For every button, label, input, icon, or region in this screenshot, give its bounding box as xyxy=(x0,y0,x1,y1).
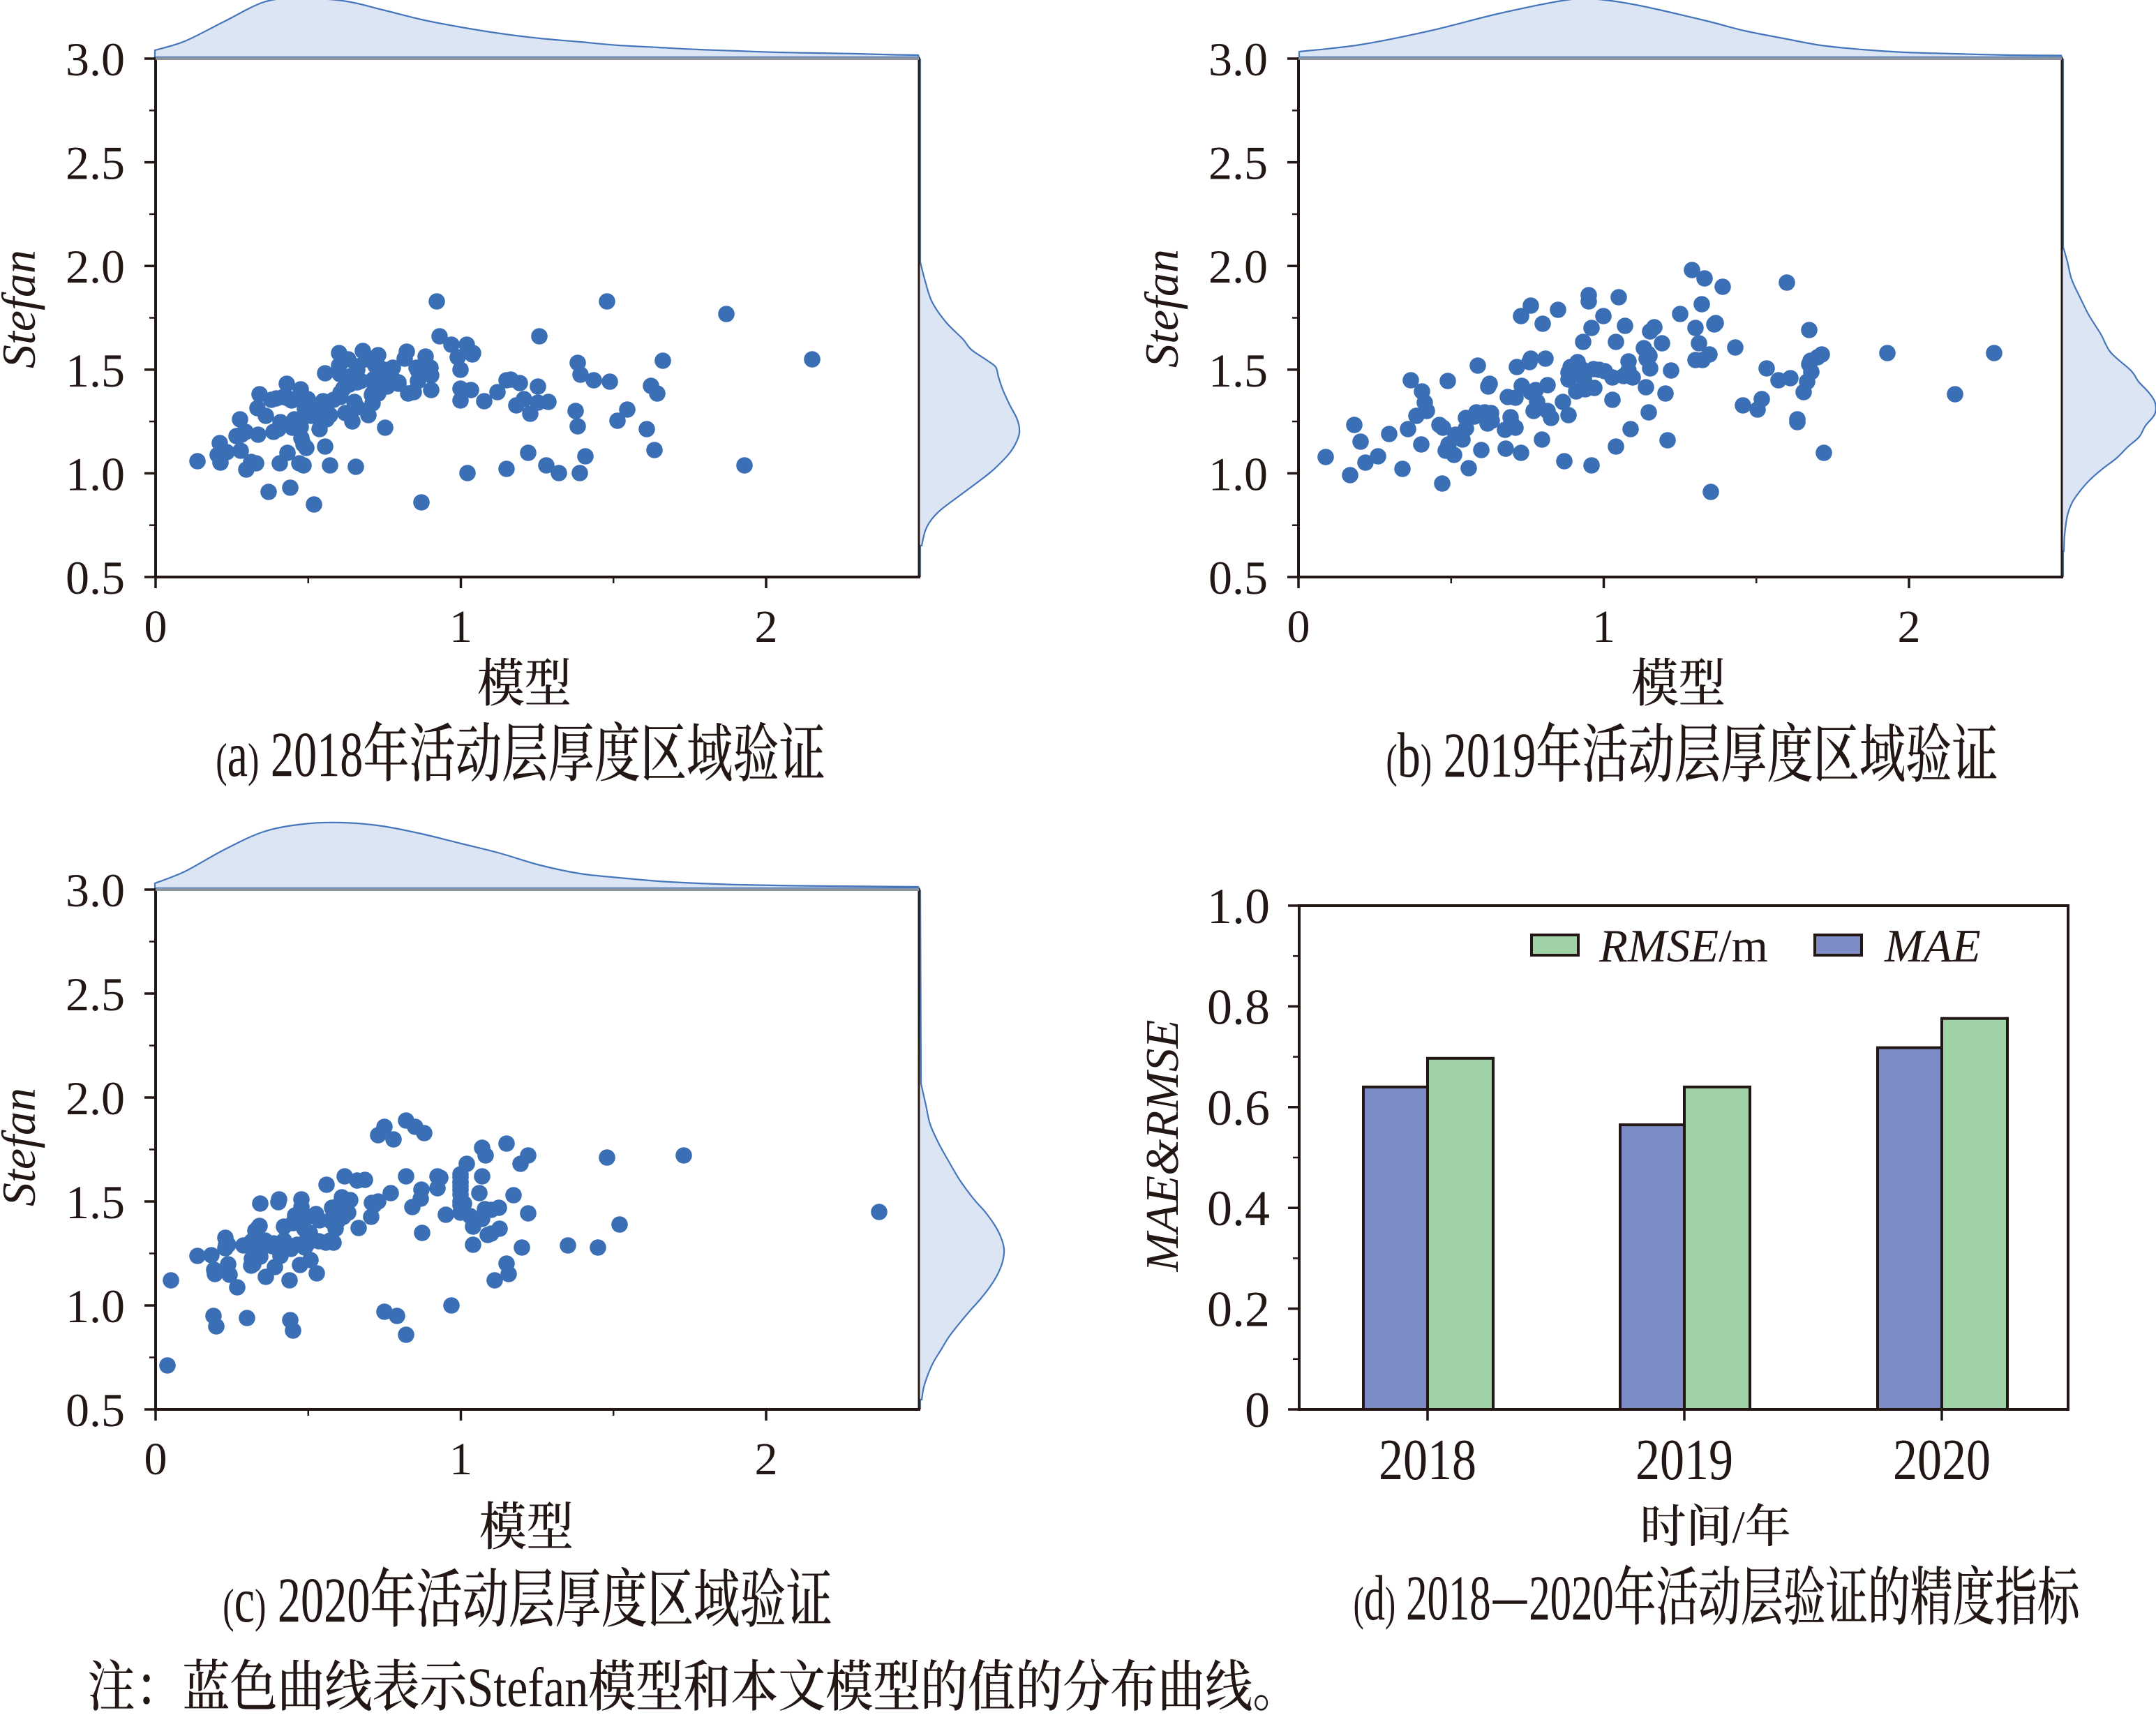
svg-text:2.0: 2.0 xyxy=(1208,240,1268,293)
svg-text:1.0: 1.0 xyxy=(66,1280,125,1333)
svg-text:0: 0 xyxy=(144,1434,167,1485)
svg-text:1.5: 1.5 xyxy=(66,1176,125,1229)
svg-text:0: 0 xyxy=(1287,601,1310,652)
svg-text:2.0: 2.0 xyxy=(66,240,125,293)
svg-text:1: 1 xyxy=(449,601,472,652)
svg-text:0.2: 0.2 xyxy=(1207,1282,1270,1338)
svg-text:RMSE/m: RMSE/m xyxy=(1599,920,1768,972)
svg-text:1: 1 xyxy=(1592,601,1615,652)
svg-text:MAE: MAE xyxy=(1884,920,1981,972)
svg-text:3.0: 3.0 xyxy=(66,864,125,917)
svg-text:1.0: 1.0 xyxy=(1207,878,1270,934)
svg-text:2019: 2019 xyxy=(1635,1428,1733,1492)
svg-text:2.0: 2.0 xyxy=(66,1072,125,1125)
svg-text:2.5: 2.5 xyxy=(66,968,125,1021)
svg-text:3.0: 3.0 xyxy=(66,33,125,86)
svg-text:2020: 2020 xyxy=(1893,1428,1991,1492)
svg-text:1.5: 1.5 xyxy=(1208,344,1268,397)
svg-text:0.5: 0.5 xyxy=(1208,551,1268,604)
svg-text:2.5: 2.5 xyxy=(1208,137,1268,190)
svg-text:0.5: 0.5 xyxy=(66,1384,125,1437)
svg-text:0.6: 0.6 xyxy=(1207,1080,1270,1136)
svg-text:1.0: 1.0 xyxy=(66,447,125,500)
svg-text:0: 0 xyxy=(1245,1382,1270,1438)
svg-text:1.0: 1.0 xyxy=(1208,447,1268,500)
svg-text:2: 2 xyxy=(1898,601,1921,652)
svg-text:2: 2 xyxy=(755,601,778,652)
svg-text:0: 0 xyxy=(144,601,167,652)
svg-text:0.5: 0.5 xyxy=(66,551,125,604)
svg-text:3.0: 3.0 xyxy=(1208,33,1268,86)
svg-text:0.4: 0.4 xyxy=(1207,1181,1270,1236)
svg-text:0.8: 0.8 xyxy=(1207,979,1270,1035)
svg-text:2: 2 xyxy=(755,1434,778,1485)
svg-text:2018: 2018 xyxy=(1379,1428,1476,1492)
svg-text:2.5: 2.5 xyxy=(66,137,125,190)
svg-text:1.5: 1.5 xyxy=(66,344,125,397)
svg-text:1: 1 xyxy=(449,1434,472,1485)
